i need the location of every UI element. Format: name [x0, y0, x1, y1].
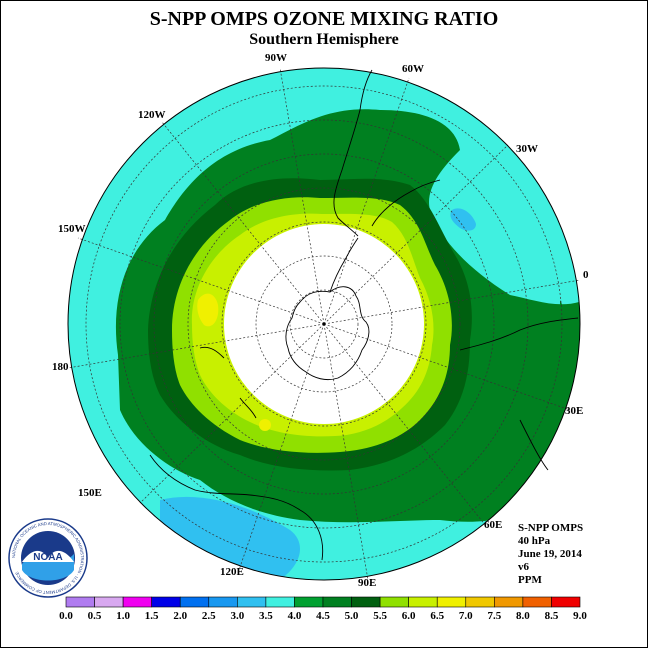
yellow-dot — [259, 419, 271, 431]
noaa-logo-text: NOAA — [33, 552, 62, 563]
info-instrument: S-NPP OMPS — [518, 522, 584, 534]
page-subtitle: Southern Hemisphere — [249, 31, 399, 48]
south-america-east — [371, 179, 441, 227]
info-units: PPM — [518, 574, 542, 586]
label-90w: 90W — [265, 52, 287, 64]
antarctica-coast — [285, 286, 370, 381]
label-30e: 30E — [565, 405, 583, 417]
map-boundary — [67, 67, 581, 581]
page-title: S-NPP OMPS OZONE MIXING RATIO — [149, 8, 499, 30]
label-60w: 60W — [402, 63, 424, 75]
antarctic-peninsula — [329, 237, 359, 293]
blue-patch-atlantic — [450, 208, 476, 231]
africa-coast — [459, 317, 579, 471]
south-pole-dot — [322, 322, 326, 326]
label-30w: 30W — [516, 143, 538, 155]
label-120e: 120E — [220, 566, 244, 578]
yellow-patch-west — [197, 293, 219, 327]
label-150e: 150E — [78, 487, 102, 499]
label-60e: 60E — [484, 519, 502, 531]
label-0: 0 — [583, 269, 589, 281]
info-date: June 19, 2014 — [518, 548, 582, 560]
product-info: S-NPP OMPS 40 hPa June 19, 2014 v6 PPM — [518, 522, 583, 587]
longitude-labels: 90W 60W 120W 30W 150W 0 180 30E 150E 60E… — [52, 52, 589, 589]
info-version: v6 — [518, 561, 529, 573]
label-90e: 90E — [358, 577, 376, 589]
label-180: 180 — [52, 361, 69, 373]
noaa-logo: NOAA NATIONAL OCEANIC AND ATMOSPHERIC AD… — [8, 518, 88, 598]
new-zealand — [199, 346, 257, 419]
label-150w: 150W — [58, 223, 86, 235]
coastlines — [149, 69, 579, 561]
label-120w: 120W — [138, 109, 166, 121]
south-america-coast — [333, 69, 373, 237]
graticule — [67, 67, 581, 581]
australia-coast — [149, 454, 324, 561]
info-pressure: 40 hPa — [518, 535, 551, 547]
